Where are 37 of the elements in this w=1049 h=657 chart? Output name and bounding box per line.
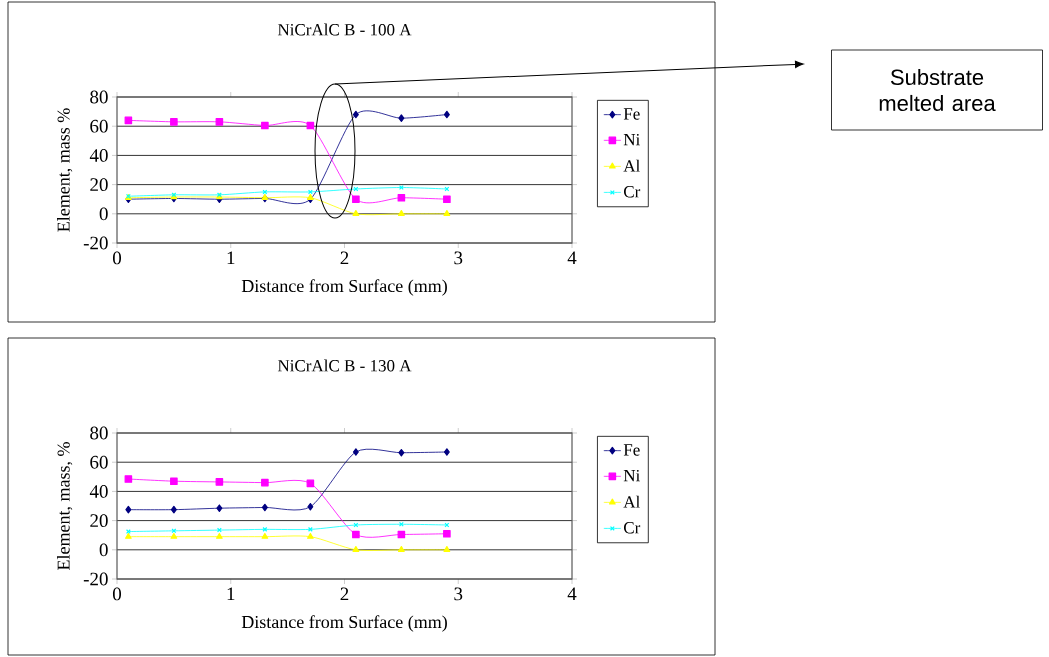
text: Substrate melted area bbox=[879, 68, 996, 112]
x-axis-title: Distance from Surface (mm) bbox=[241, 279, 447, 296]
x-tick-label: 1 bbox=[227, 587, 235, 601]
chart-title: NiCrAlC B - 100 A bbox=[277, 23, 412, 36]
y-tick-label: 40 bbox=[89, 149, 108, 162]
x-tick-label: 3 bbox=[454, 251, 463, 265]
x-tick-label: 1 bbox=[227, 251, 235, 265]
y-tick-label: 0 bbox=[99, 207, 108, 221]
x-tick-label: 0 bbox=[112, 251, 122, 265]
y-tick-label: -20 bbox=[83, 236, 108, 250]
y-tick-label: 60 bbox=[90, 119, 108, 133]
x-tick-label: 4 bbox=[567, 587, 577, 601]
chart-title: NiCrAlC B - 130 A bbox=[277, 359, 412, 372]
y-tick-label: 60 bbox=[90, 455, 108, 469]
legend-label: Fe bbox=[623, 444, 640, 456]
legend-label: Ni bbox=[623, 133, 640, 146]
x-tick-label: 2 bbox=[340, 587, 349, 601]
x-tick-label: 2 bbox=[340, 251, 349, 265]
y-tick-label: 0 bbox=[99, 543, 108, 557]
y-tick-label: 20 bbox=[90, 514, 108, 528]
x-tick-label: 0 bbox=[112, 587, 122, 601]
y-axis-title: Element, mass % bbox=[57, 108, 73, 232]
legend-label: Cr bbox=[623, 522, 641, 534]
x-axis-title: Distance from Surface (mm) bbox=[241, 615, 447, 632]
legend-label: Al bbox=[623, 159, 640, 172]
y-tick-label: 80 bbox=[90, 426, 108, 440]
legend-label: Fe bbox=[623, 108, 640, 120]
y-tick-label: -20 bbox=[83, 572, 108, 586]
y-tick-label: 80 bbox=[90, 90, 108, 104]
y-tick-label: 40 bbox=[89, 485, 108, 498]
legend-label: Ni bbox=[623, 469, 640, 482]
legend-label: Cr bbox=[623, 186, 641, 198]
y-tick-label: 20 bbox=[90, 178, 108, 192]
legend-label: Al bbox=[623, 495, 640, 508]
x-tick-label: 3 bbox=[454, 587, 463, 601]
y-axis-title: Element, mass, % bbox=[57, 442, 73, 570]
x-tick-label: 4 bbox=[567, 251, 577, 265]
